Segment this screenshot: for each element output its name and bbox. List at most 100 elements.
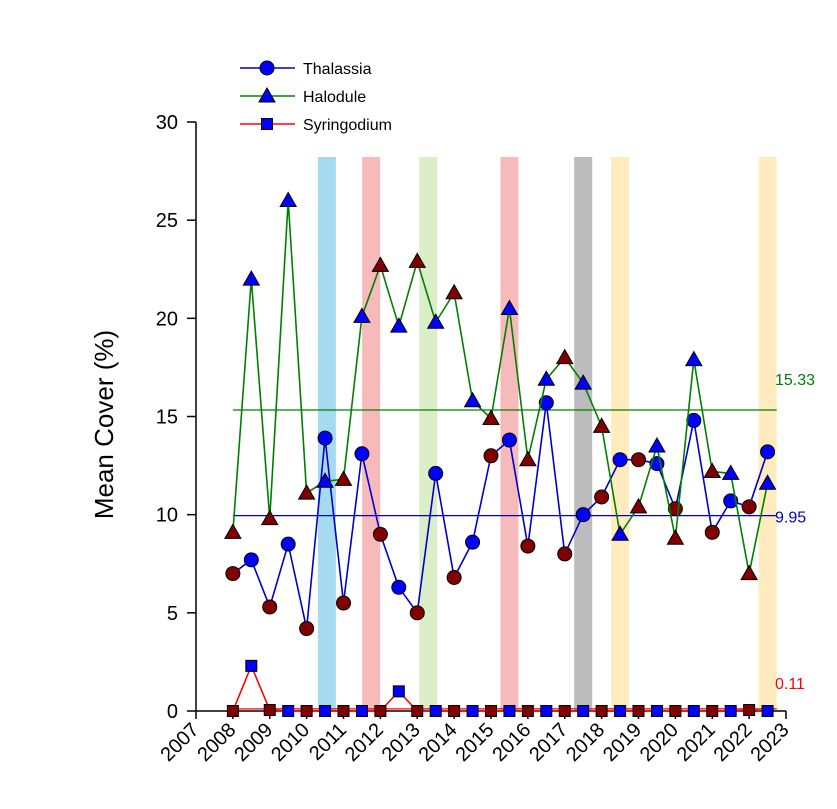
data-point-halodule-15: [482, 409, 500, 425]
data-point-syringodium-3: [263, 704, 276, 717]
data-point-thalassia-18: [538, 395, 554, 411]
x-tick-label: 2014: [415, 719, 462, 766]
mean-label-syringodium: 0.11: [775, 676, 805, 693]
legend-marker-halodule: [258, 86, 276, 103]
data-point-syringodium-23: [632, 705, 645, 717]
data-point-syringodium-11: [411, 705, 424, 717]
data-point-thalassia-30: [760, 444, 776, 460]
y-axis-label: Mean Cover (%): [89, 330, 119, 519]
data-point-halodule-18: [537, 370, 556, 386]
data-point-syringodium-2: [245, 659, 258, 672]
data-point-halodule-6: [316, 472, 334, 488]
legend-label-syringodium: Syringodium: [303, 117, 392, 134]
data-point-syringodium-15: [485, 705, 497, 717]
data-point-syringodium-18: [540, 705, 553, 717]
data-point-thalassia-13: [446, 569, 462, 585]
series-line-halodule: [232, 200, 769, 574]
data-point-halodule-14: [463, 391, 482, 408]
data-point-halodule-17: [519, 450, 537, 467]
y-tick-label: 25: [156, 210, 178, 232]
data-point-thalassia-27: [704, 524, 720, 540]
axes: 0 5 10 15 20 25 30 2007200820092010201120122013…: [89, 112, 794, 766]
series-line-thalassia: [232, 402, 769, 629]
data-point-halodule-30: [758, 474, 777, 490]
event-bands: [317, 157, 777, 711]
y-tick-label: 30: [156, 112, 178, 134]
data-point-halodule-26: [684, 350, 703, 367]
data-point-halodule-22: [611, 525, 629, 541]
data-point-syringodium-1: [226, 705, 239, 717]
x-tick-label: 2017: [525, 719, 572, 766]
legend-label-halodule: Halodule: [303, 89, 366, 106]
data-point-halodule-5: [297, 484, 316, 500]
data-point-syringodium-21: [595, 705, 608, 717]
data-point-thalassia-29: [741, 499, 757, 515]
data-point-syringodium-20: [577, 705, 590, 717]
event-band-5: [574, 157, 593, 711]
data-point-thalassia-22: [612, 452, 628, 468]
data-point-thalassia-14: [465, 534, 481, 550]
data-point-halodule-10: [389, 317, 408, 333]
data-point-thalassia-12: [428, 465, 444, 481]
data-point-syringodium-26: [687, 705, 700, 717]
data-point-halodule-1: [224, 523, 242, 539]
data-point-syringodium-16: [503, 705, 516, 717]
x-tick-label: 2010: [267, 719, 314, 766]
data-point-syringodium-12: [429, 705, 442, 717]
data-point-thalassia-10: [391, 579, 407, 595]
y-tick-label: 20: [156, 308, 178, 330]
event-band-7: [758, 157, 777, 711]
y-tick-label: 10: [156, 505, 178, 527]
data-point-halodule-8: [353, 307, 371, 323]
x-tick-label: 2015: [452, 719, 499, 766]
data-point-halodule-13: [445, 283, 463, 300]
data-point-thalassia-11: [409, 605, 425, 621]
data-point-syringodium-17: [521, 705, 534, 717]
data-point-syringodium-28: [724, 705, 737, 717]
x-tick-label: 2019: [599, 719, 646, 766]
data-point-thalassia-20: [575, 507, 591, 523]
data-point-syringodium-19: [558, 705, 571, 717]
data-point-halodule-23: [629, 497, 648, 514]
data-point-halodule-19: [555, 348, 574, 365]
data-point-thalassia-8: [354, 446, 370, 462]
data-point-halodule-12: [426, 313, 445, 329]
data-point-thalassia-15: [483, 448, 499, 464]
data-point-syringodium-13: [448, 705, 461, 717]
data-point-thalassia-17: [520, 538, 536, 554]
data-point-thalassia-28: [723, 493, 739, 509]
data-point-halodule-27: [703, 462, 722, 478]
x-tick-label: 2012: [341, 719, 388, 766]
data-point-thalassia-21: [594, 489, 610, 505]
data-point-halodule-28: [721, 464, 740, 480]
data-point-syringodium-5: [300, 705, 313, 717]
x-tick-label: 2021: [673, 719, 720, 766]
data-point-syringodium-4: [282, 705, 295, 717]
data-point-syringodium-29: [743, 704, 756, 717]
x-tick-label: 2011: [305, 719, 351, 765]
data-series: [224, 191, 777, 717]
x-tick-label: 2008: [193, 719, 240, 766]
x-tick-label: 2007: [157, 719, 204, 766]
data-point-thalassia-7: [336, 595, 351, 611]
data-point-thalassia-5: [299, 621, 315, 637]
data-point-thalassia-16: [501, 432, 517, 448]
y-tick-label: 5: [167, 603, 178, 625]
data-point-halodule-25: [666, 529, 685, 545]
event-band-3: [419, 157, 438, 711]
data-point-syringodium-27: [706, 705, 719, 717]
data-point-halodule-7: [334, 470, 353, 486]
data-point-thalassia-6: [317, 430, 333, 446]
data-point-halodule-20: [574, 374, 593, 390]
data-point-thalassia-1: [225, 566, 241, 582]
data-point-syringodium-9: [374, 705, 387, 717]
data-point-thalassia-26: [686, 412, 702, 428]
data-point-halodule-29: [740, 564, 758, 581]
data-point-syringodium-30: [761, 705, 774, 717]
data-point-thalassia-19: [557, 546, 573, 562]
data-point-syringodium-14: [466, 705, 479, 717]
data-point-thalassia-23: [631, 452, 646, 468]
data-point-thalassia-2: [243, 552, 259, 568]
mean-label-halodule: 15.33: [775, 372, 815, 389]
